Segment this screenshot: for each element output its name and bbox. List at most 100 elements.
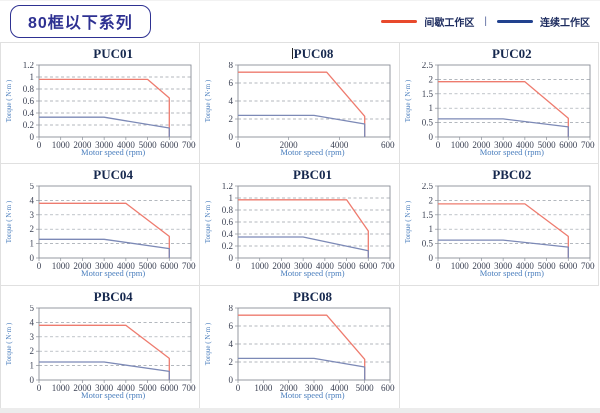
svg-text:2.5: 2.5 xyxy=(421,62,433,70)
chart-title: PBC08 xyxy=(292,289,332,304)
svg-text:2000: 2000 xyxy=(280,140,299,150)
svg-text:0: 0 xyxy=(37,383,42,393)
x-axis-label: Motor speed (rpm) xyxy=(479,268,544,278)
svg-text:3: 3 xyxy=(30,210,35,220)
chart-title: PBC02 xyxy=(492,167,532,182)
svg-text:8: 8 xyxy=(229,305,234,313)
svg-text:5: 5 xyxy=(30,305,35,313)
chart-title: PUC01 xyxy=(93,46,134,61)
x-axis-label: Motor speed (rpm) xyxy=(81,268,146,278)
svg-text:2000: 2000 xyxy=(472,261,491,271)
svg-text:0: 0 xyxy=(37,261,42,271)
svg-text:Torque ( N·m ): Torque ( N·m ) xyxy=(5,200,13,243)
chart-title: PBC01 xyxy=(292,167,332,182)
svg-text:Torque ( N·m ): Torque ( N·m ) xyxy=(204,200,212,243)
svg-text:2000: 2000 xyxy=(472,140,491,150)
svg-text:4000: 4000 xyxy=(516,261,535,271)
svg-text:2: 2 xyxy=(428,74,433,84)
torque-speed-chart: 0 2 4 6 8 0 2000 4000 6000 Torque ( N·m ) xyxy=(202,60,400,150)
svg-text:4000: 4000 xyxy=(117,140,136,150)
chart-cell-puc01: PUC01 0 0.2 0.4 0.6 0.8 1 1.2 0 1000 2000 3000 4000… xyxy=(1,43,201,164)
svg-text:0: 0 xyxy=(236,383,241,393)
svg-text:0.2: 0.2 xyxy=(23,120,34,130)
svg-text:2: 2 xyxy=(30,346,35,356)
svg-text:1.5: 1.5 xyxy=(421,89,433,99)
svg-text:6000: 6000 xyxy=(559,140,578,150)
chart-grid: PUC01 0 0.2 0.4 0.6 0.8 1 1.2 0 1000 2000 3000 4000… xyxy=(0,42,599,410)
svg-text:7000: 7000 xyxy=(182,140,196,150)
svg-text:6000: 6000 xyxy=(360,261,379,271)
svg-text:6000: 6000 xyxy=(160,140,179,150)
svg-text:Torque ( N·m ): Torque ( N·m ) xyxy=(5,322,13,365)
svg-text:2000: 2000 xyxy=(280,383,299,393)
svg-text:2000: 2000 xyxy=(73,140,92,150)
svg-text:4000: 4000 xyxy=(117,261,136,271)
svg-text:0.5: 0.5 xyxy=(421,239,433,249)
svg-text:2000: 2000 xyxy=(273,261,292,271)
svg-text:0.2: 0.2 xyxy=(222,241,233,251)
svg-text:3000: 3000 xyxy=(95,140,114,150)
svg-text:0: 0 xyxy=(30,132,35,142)
svg-text:0: 0 xyxy=(229,375,234,385)
svg-text:6000: 6000 xyxy=(160,261,179,271)
svg-text:1000: 1000 xyxy=(52,140,71,150)
svg-text:1000: 1000 xyxy=(52,383,71,393)
svg-text:5000: 5000 xyxy=(139,383,158,393)
svg-text:0: 0 xyxy=(236,140,241,150)
svg-text:6000: 6000 xyxy=(381,383,395,393)
svg-text:5000: 5000 xyxy=(139,140,158,150)
svg-text:Torque ( N·m ): Torque ( N·m ) xyxy=(404,79,412,122)
svg-text:Torque ( N·m ): Torque ( N·m ) xyxy=(204,79,212,122)
chart-cell-puc04: PUC04 0 1 2 3 4 5 0 1000 2000 3000 4000 5000 6000 700… xyxy=(1,164,201,286)
svg-text:0.4: 0.4 xyxy=(222,229,234,239)
chart-cell-pbc02: PBC02 0 0.5 1 1.5 2 2.5 0 1000 2000 3000 4000 5000 6… xyxy=(399,164,599,286)
svg-text:1: 1 xyxy=(428,103,433,113)
svg-text:5: 5 xyxy=(30,183,35,191)
svg-text:0.8: 0.8 xyxy=(23,84,35,94)
series-title-badge: 80框以下系列 xyxy=(10,5,151,38)
x-axis-label: Motor speed (rpm) xyxy=(479,147,544,157)
svg-text:3000: 3000 xyxy=(294,261,313,271)
legend-item-intermittent: 间歇工作区 xyxy=(381,14,474,29)
svg-text:3000: 3000 xyxy=(305,383,324,393)
svg-text:2: 2 xyxy=(428,195,433,205)
svg-text:3: 3 xyxy=(30,332,35,342)
x-axis-label: Motor speed (rpm) xyxy=(81,390,146,400)
svg-text:1000: 1000 xyxy=(255,383,274,393)
svg-text:Torque ( N·m ): Torque ( N·m ) xyxy=(5,79,13,122)
svg-text:4000: 4000 xyxy=(316,261,335,271)
svg-text:0: 0 xyxy=(229,253,234,263)
svg-text:1.5: 1.5 xyxy=(421,210,433,220)
svg-text:0.6: 0.6 xyxy=(222,217,234,227)
torque-speed-chart: 0 0.2 0.4 0.6 0.8 1 1.2 0 1000 2000 3000 4000 5000 60… xyxy=(3,60,201,150)
x-axis-label: Motor speed (rpm) xyxy=(280,147,345,157)
torque-speed-chart: 0 2 4 6 8 0 1000 2000 3000 4000 5000 6000 Torque ( N… xyxy=(202,303,400,393)
chart-title: PUC04 xyxy=(93,167,134,182)
svg-text:0: 0 xyxy=(428,253,433,263)
chart-cell-puc08: PUC08 0 2 4 6 8 0 2000 4000 6000 Torque ( N·m ) M… xyxy=(200,43,400,164)
svg-text:4: 4 xyxy=(229,96,234,106)
svg-text:4: 4 xyxy=(30,317,35,327)
svg-text:2000: 2000 xyxy=(73,261,92,271)
svg-text:1000: 1000 xyxy=(450,140,469,150)
svg-text:4: 4 xyxy=(229,339,234,349)
svg-text:1: 1 xyxy=(30,361,35,371)
svg-text:2: 2 xyxy=(229,114,234,124)
svg-text:Torque ( N·m ): Torque ( N·m ) xyxy=(404,200,412,243)
chart-title: PUC08 xyxy=(202,45,398,62)
svg-text:0: 0 xyxy=(236,261,241,271)
svg-text:1: 1 xyxy=(428,224,433,234)
svg-text:0.5: 0.5 xyxy=(421,118,433,128)
bottom-edge-strip xyxy=(0,408,600,413)
chart-cell-puc02: PUC02 0 0.5 1 1.5 2 2.5 0 1000 2000 3000 4000 5000 6… xyxy=(399,43,599,164)
svg-text:3000: 3000 xyxy=(494,140,513,150)
svg-text:1: 1 xyxy=(30,72,35,82)
svg-text:0: 0 xyxy=(229,132,234,142)
svg-text:7000: 7000 xyxy=(581,261,595,271)
legend: 间歇工作区 | 连续工作区 xyxy=(381,14,590,29)
text-cursor-artifact xyxy=(291,48,293,59)
svg-text:6000: 6000 xyxy=(559,261,578,271)
svg-text:4000: 4000 xyxy=(117,383,136,393)
chart-title: PBC04 xyxy=(93,289,133,304)
